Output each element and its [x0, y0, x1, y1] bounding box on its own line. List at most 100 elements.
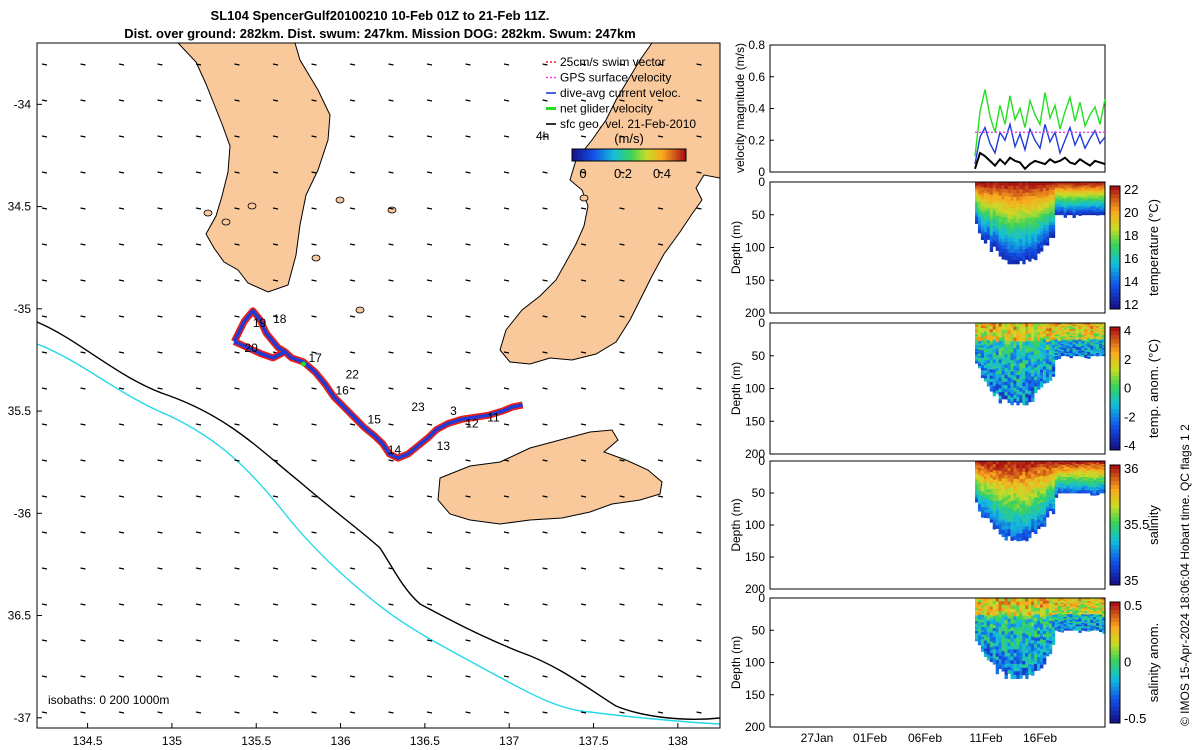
profile-heatmap-cell: [1075, 354, 1079, 357]
profile-heatmap-cell: [983, 328, 988, 332]
profile-heatmap-cell: [986, 497, 991, 501]
profile-heatmap-cell: [1048, 351, 1053, 355]
profile-heatmap-cell: [989, 650, 994, 654]
profile-heatmap-cell: [998, 212, 1002, 217]
profile-heatmap-cell: [1040, 349, 1044, 353]
profile-heatmap-cell: [1060, 599, 1065, 602]
profile-heatmap-cell: [1099, 331, 1103, 334]
profile-heatmap-cell: [1051, 217, 1056, 221]
map-y-tick-label: -37: [14, 711, 32, 725]
track-loop-current-line: [233, 339, 286, 360]
profile-heatmap-cell: [1072, 624, 1076, 627]
geo-velocity-arrow: [696, 675, 702, 678]
profile-heatmap-cell: [1007, 248, 1011, 254]
profile-heatmap-cell: [1037, 634, 1041, 638]
geo-velocity-arrow: [118, 387, 125, 390]
profile-heatmap-cell: [1028, 373, 1032, 378]
profile-colorbar-cell: [1110, 272, 1120, 277]
profile-heatmap-cell: [1096, 606, 1100, 609]
profile-heatmap-cell: [989, 213, 994, 218]
profile-heatmap-cell: [1040, 194, 1044, 199]
profile-heatmap-cell: [1013, 521, 1017, 526]
profile-heatmap-cell: [1084, 330, 1088, 333]
profile-heatmap-cell: [998, 399, 1002, 404]
profile-heatmap-cell: [1010, 193, 1014, 198]
track-day-label: 19: [253, 316, 267, 330]
profile-heatmap-cell: [1013, 511, 1017, 516]
profile-heatmap-cell: [1081, 355, 1085, 358]
profile-heatmap-cell: [986, 479, 991, 483]
profile-heatmap-cell: [1081, 465, 1085, 468]
profile-heatmap-cell: [1102, 182, 1106, 184]
profile-heatmap-cell: [1075, 336, 1079, 339]
profile-heatmap-cell: [1031, 333, 1035, 338]
profile-heatmap-cell: [1037, 657, 1041, 661]
profile-heatmap-cell: [980, 484, 985, 487]
profile-heatmap-cell: [998, 474, 1002, 479]
profile-heatmap-cell: [1102, 606, 1106, 609]
profile-heatmap-cell: [977, 499, 982, 503]
profile-heatmap-cell: [1063, 475, 1067, 478]
profile-heatmap-cell: [1010, 360, 1014, 365]
profile-heatmap-cell: [1025, 500, 1029, 505]
profile-heatmap-cell: [1001, 248, 1005, 253]
profile-heatmap-cell: [1075, 599, 1079, 602]
profile-heatmap-cell: [995, 335, 1000, 340]
profile-heatmap-cell: [1099, 354, 1103, 357]
profile-heatmap-cell: [1084, 626, 1088, 629]
profile-heatmap-cell: [1010, 671, 1014, 676]
profile-heatmap-cell: [1081, 187, 1085, 190]
profile-heatmap-cell: [992, 234, 997, 238]
profile-heatmap-cell: [986, 612, 991, 616]
profile-heatmap-cell: [1037, 482, 1041, 487]
profile-heatmap-cell: [995, 494, 1000, 499]
profile-heatmap-cell: [1004, 511, 1008, 516]
profile-heatmap-cell: [1010, 511, 1014, 516]
profile-heatmap-cell: [1001, 203, 1005, 207]
profile-heatmap-cell: [1031, 358, 1035, 363]
profile-heatmap-cell: [1066, 326, 1070, 328]
profile-heatmap-cell: [1048, 356, 1053, 360]
geo-velocity-arrow: [542, 171, 548, 174]
profile-heatmap-cell: [998, 330, 1002, 335]
profile-heatmap-cell: [1040, 490, 1044, 495]
profile-heatmap-cell: [1034, 614, 1038, 619]
profile-heatmap-cell: [1075, 461, 1079, 463]
profile-heatmap-cell: [983, 229, 988, 233]
profile-heatmap-cell: [980, 619, 985, 623]
profile-heatmap-cell: [1057, 344, 1062, 347]
profile-heatmap-cell: [1001, 526, 1005, 531]
profile-heatmap-cell: [1081, 603, 1085, 606]
profile-heatmap-cell: [977, 627, 982, 631]
profile-heatmap-cell: [1045, 481, 1050, 485]
profile-heatmap-cell: [1102, 490, 1106, 492]
profile-heatmap-cell: [983, 226, 988, 230]
profile-heatmap-cell: [1081, 330, 1085, 333]
profile-heatmap-cell: [1093, 618, 1097, 621]
profile-heatmap-cell: [1096, 625, 1100, 628]
profile-heatmap-cell: [1057, 355, 1062, 358]
profile-heatmap-cell: [1087, 477, 1091, 479]
profile-heatmap-cell: [977, 193, 982, 197]
profile-heatmap-cell: [1090, 199, 1094, 202]
profile-heatmap-cell: [1069, 472, 1073, 475]
profile-heatmap-cell: [1019, 369, 1023, 374]
profile-heatmap-cell: [1060, 619, 1065, 622]
profile-heatmap-cell: [977, 465, 982, 469]
profile-heatmap-cell: [1096, 467, 1100, 470]
geo-velocity-arrow: [195, 675, 202, 678]
geo-velocity-arrow: [234, 135, 240, 138]
profile-heatmap-cell: [1051, 182, 1056, 185]
geo-velocity-arrow: [272, 531, 279, 534]
profile-heatmap-cell: [1060, 484, 1065, 487]
profile-heatmap-cell: [1022, 260, 1026, 265]
profile-heatmap-cell: [1010, 468, 1014, 473]
profile-heatmap-cell: [1069, 609, 1073, 612]
profile-heatmap-cell: [1093, 468, 1097, 471]
profile-heatmap-cell: [1037, 667, 1041, 671]
profile-heatmap-cell: [1060, 323, 1065, 325]
profile-heatmap-cell: [1084, 193, 1088, 196]
profile-heatmap-cell: [1096, 468, 1100, 471]
geo-velocity-arrow: [349, 315, 356, 318]
profile-heatmap-cell: [1010, 371, 1014, 376]
